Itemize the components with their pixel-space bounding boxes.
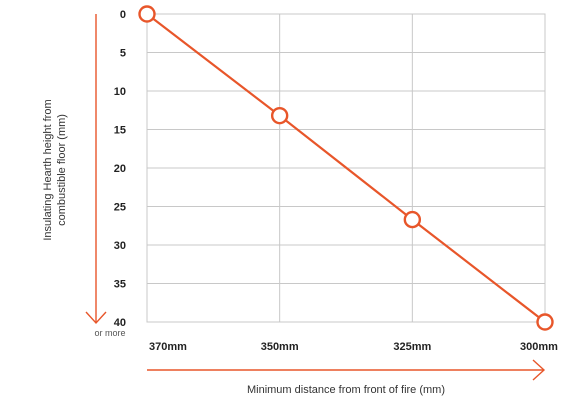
y-tick-label: 15 [114,125,126,137]
data-point [138,5,156,23]
y-tick-label: 0 [120,9,126,21]
series-layer [138,5,554,331]
y-tick-label: 40 [114,317,126,329]
data-point [403,210,422,229]
y-tick-label: 25 [114,202,126,214]
y-axis-arrow [85,14,107,325]
data-point [536,313,554,331]
data-point [270,106,289,125]
grid [146,13,546,323]
y-tick-label: 20 [114,163,126,175]
y-tick-label: 10 [114,86,126,98]
y-tick-label: 5 [120,48,126,60]
y-axis-label-line-2: combustible floor (mm) [56,114,68,226]
x-tick-label: 300mm [520,341,558,353]
y-axis-note: or more [94,328,125,338]
y-tick-labels: 0 5 10 15 20 25 30 35 40 [114,9,126,329]
y-tick-label: 35 [114,279,126,291]
x-axis-arrow [147,359,546,381]
series-line [146,13,546,323]
x-tick-label: 325mm [393,341,431,353]
x-tick-labels: 370mm 350mm 325mm 300mm [149,341,558,353]
x-tick-label: 370mm [149,341,187,353]
x-axis-label: Minimum distance from front of fire (mm) [247,384,445,396]
x-tick-label: 350mm [261,341,299,353]
y-tick-label: 30 [114,240,126,252]
y-axis-label-line-1: Insulating Hearth height from [42,99,54,240]
